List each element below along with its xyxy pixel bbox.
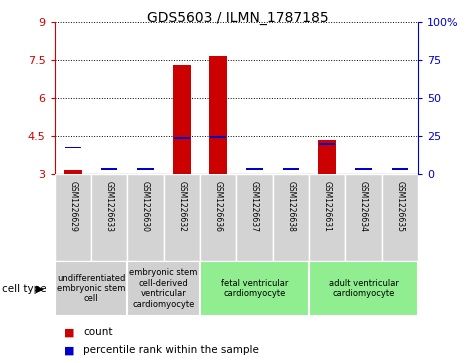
Bar [283,168,299,170]
Bar [392,168,408,170]
Bar [355,168,371,170]
Text: GSM1226637: GSM1226637 [250,181,259,232]
Bar [163,174,200,261]
Bar [345,174,381,261]
Bar [319,143,335,145]
Bar [200,174,237,261]
Text: count: count [83,327,113,337]
Bar [55,174,91,261]
Bar [173,65,191,174]
Bar [237,174,273,261]
Text: fetal ventricular
cardiomyocyte: fetal ventricular cardiomyocyte [221,279,288,298]
Text: GSM1226632: GSM1226632 [177,181,186,232]
Bar [127,174,163,261]
Text: undifferentiated
embryonic stem
cell: undifferentiated embryonic stem cell [57,274,125,303]
Text: GSM1226638: GSM1226638 [286,181,295,232]
Text: GSM1226630: GSM1226630 [141,181,150,232]
Bar [55,261,127,316]
Bar [91,174,127,261]
Text: embryonic stem
cell-derived
ventricular
cardiomyocyte: embryonic stem cell-derived ventricular … [130,269,198,309]
Text: GSM1226636: GSM1226636 [214,181,223,232]
Text: cell type: cell type [2,284,47,294]
Bar [101,168,117,170]
Text: ■: ■ [64,327,75,337]
Text: GSM1226631: GSM1226631 [323,181,332,232]
Bar [309,261,418,316]
Bar [247,168,263,170]
Bar [318,140,336,174]
Text: adult ventricular
cardiomyocyte: adult ventricular cardiomyocyte [329,279,399,298]
Text: GSM1226634: GSM1226634 [359,181,368,232]
Text: GSM1226629: GSM1226629 [68,181,77,232]
Text: ■: ■ [64,345,75,355]
Bar [137,168,153,170]
Bar [209,56,227,174]
Bar [210,136,226,138]
Text: percentile rank within the sample: percentile rank within the sample [83,345,259,355]
Bar [65,147,81,148]
Bar [200,261,309,316]
Bar [127,261,200,316]
Bar [309,174,345,261]
Bar [64,171,82,174]
Text: GSM1226635: GSM1226635 [395,181,404,232]
Bar [381,174,418,261]
Text: GDS5603 / ILMN_1787185: GDS5603 / ILMN_1787185 [147,11,328,25]
Text: ▶: ▶ [37,284,44,294]
Bar [273,174,309,261]
Text: GSM1226633: GSM1226633 [104,181,114,232]
Bar [174,137,190,139]
